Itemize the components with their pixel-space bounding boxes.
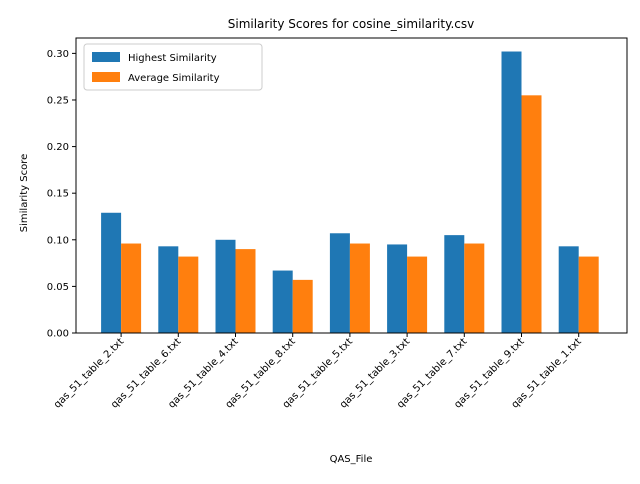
x-axis: qas_51_table_2.txtqas_51_table_6.txtqas_…: [52, 333, 584, 411]
bar-average: [407, 256, 428, 333]
plot-frame: [75, 37, 628, 334]
bar-average: [292, 279, 313, 333]
bar-average: [578, 256, 599, 333]
bar-highest: [215, 239, 236, 333]
bar-average: [464, 243, 485, 333]
bar-highest: [501, 51, 522, 333]
legend-swatch: [92, 72, 120, 82]
y-tick-label: 0.25: [47, 95, 69, 106]
legend: Highest Similarity Average Similarity: [83, 43, 263, 91]
legend-label: Highest Similarity: [128, 53, 217, 64]
bar-highest: [272, 270, 293, 333]
bar-highest: [158, 246, 179, 333]
bar-average: [349, 243, 370, 333]
bar-average: [121, 243, 142, 333]
bar-average: [521, 95, 542, 334]
bar-highest: [329, 233, 350, 333]
y-tick-label: 0.00: [47, 329, 69, 340]
y-tick-label: 0.20: [47, 142, 69, 153]
y-tick-label: 0.10: [47, 235, 69, 246]
bar-highest: [444, 235, 465, 333]
y-tick-label: 0.15: [47, 189, 69, 200]
bar-average: [178, 256, 199, 333]
legend-swatch: [92, 52, 120, 62]
bar-highest: [558, 246, 579, 333]
x-axis-label: QAS_File: [330, 454, 373, 465]
y-axis-label: Similarity Score: [19, 154, 30, 232]
legend-box: [83, 43, 263, 91]
legend-label: Average Similarity: [128, 73, 220, 84]
y-axis: 0.00 0.05 0.10 0.15 0.20 0.25 0.30: [47, 49, 76, 340]
bars-group: [101, 51, 599, 334]
y-tick-label: 0.05: [47, 282, 69, 293]
chart-title: Similarity Scores for cosine_similarity.…: [228, 17, 474, 31]
bar-highest: [101, 212, 122, 333]
bar-highest: [387, 244, 408, 333]
y-tick-label: 0.30: [47, 49, 69, 60]
bar-average: [235, 249, 256, 333]
